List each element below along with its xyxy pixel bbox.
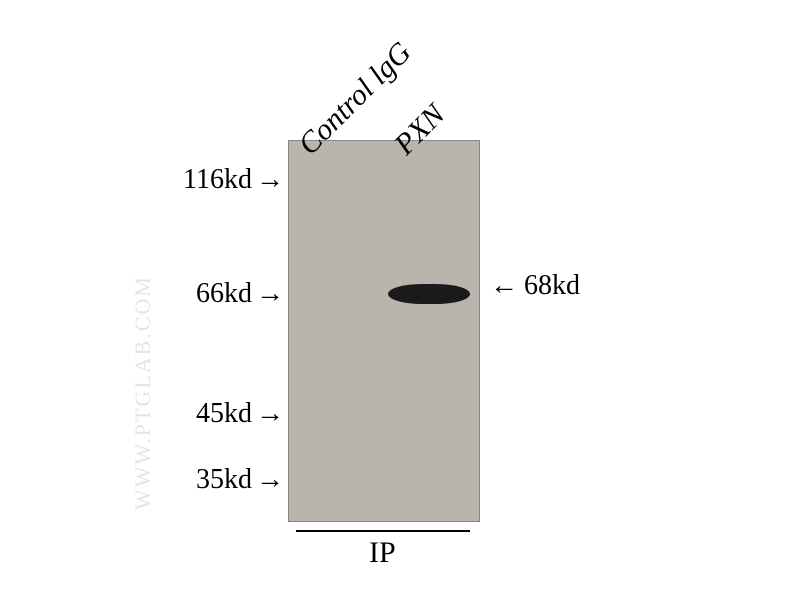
mw-label-66: 66kd	[162, 278, 252, 310]
band-pxn-68kd	[388, 284, 470, 304]
figure-container: WWW.PTGLAB.COM Control lgG PXN 116kd → 6…	[0, 0, 800, 600]
mw-label-45: 45kd	[162, 398, 252, 430]
mw-arrow-116: →	[256, 164, 284, 196]
ip-label: IP	[369, 536, 396, 570]
blot-membrane	[288, 140, 480, 522]
mw-label-35: 35kd	[162, 464, 252, 496]
watermark-text: WWW.PTGLAB.COM	[130, 275, 156, 510]
band-label-68kd: 68kd	[524, 270, 580, 302]
mw-arrow-45: →	[256, 398, 284, 430]
ip-underline	[296, 530, 470, 532]
mw-arrow-66: →	[256, 278, 284, 310]
band-arrow-68kd: ←	[490, 270, 518, 302]
mw-arrow-35: →	[256, 464, 284, 496]
mw-label-116: 116kd	[162, 164, 252, 196]
